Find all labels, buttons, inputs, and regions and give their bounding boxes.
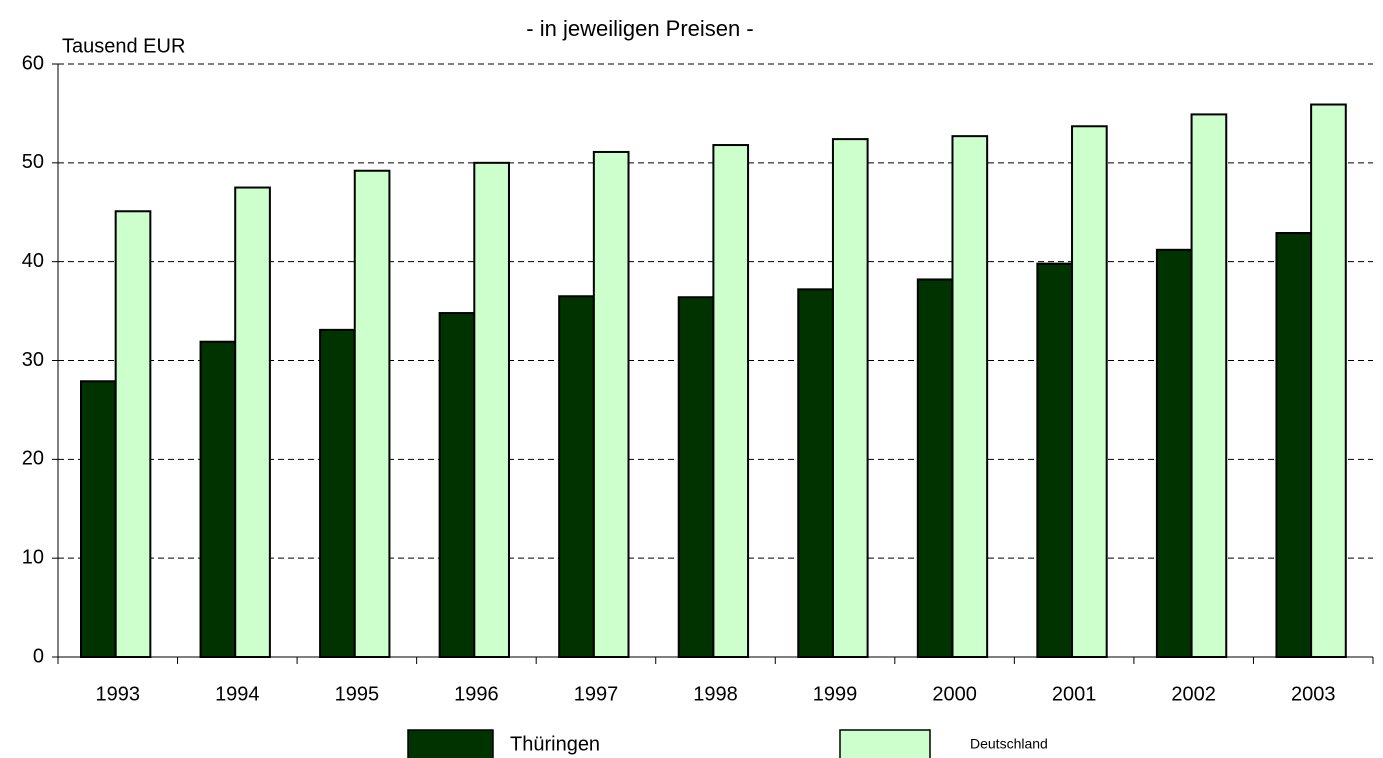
x-tick-label: 2002 xyxy=(1171,683,1216,705)
bar xyxy=(353,169,391,659)
x-tick-label: 1993 xyxy=(96,683,141,705)
bar xyxy=(114,210,152,659)
y-tick-label: 40 xyxy=(22,250,44,272)
bar xyxy=(319,328,356,658)
bar xyxy=(438,312,476,658)
y-tick-label: 10 xyxy=(22,546,44,568)
bar xyxy=(473,161,510,658)
bar xyxy=(592,150,630,658)
bar xyxy=(1155,248,1193,658)
bar xyxy=(712,144,750,658)
legend-label: Thüringen xyxy=(510,733,600,755)
y-tick-label: 0 xyxy=(33,645,44,667)
y-tick-label: 50 xyxy=(22,151,44,173)
bar xyxy=(831,138,869,658)
x-tick-label: 1995 xyxy=(335,683,380,705)
bar xyxy=(80,380,117,658)
bar xyxy=(1036,262,1074,658)
x-tick-label: 2000 xyxy=(932,683,977,705)
x-tick-label: 1999 xyxy=(813,683,858,705)
x-tick-label: 1994 xyxy=(215,683,260,705)
bar xyxy=(951,135,989,659)
bar xyxy=(1190,113,1228,658)
bar xyxy=(677,296,715,658)
x-tick-label: 1996 xyxy=(454,683,499,705)
y-axis-label: Tausend EUR xyxy=(62,35,185,57)
bar xyxy=(1275,232,1313,658)
x-tick-label: 2001 xyxy=(1052,683,1097,705)
bar xyxy=(1310,103,1347,658)
legend-swatch xyxy=(407,729,494,758)
x-tick-label: 2003 xyxy=(1291,683,1336,705)
bar xyxy=(797,288,834,658)
legend-swatch xyxy=(839,729,931,758)
bar xyxy=(558,295,595,658)
x-tick-label: 1997 xyxy=(574,683,619,705)
bar xyxy=(916,278,954,658)
bar xyxy=(234,186,271,659)
x-tick-label: 1998 xyxy=(693,683,738,705)
y-tick-label: 30 xyxy=(22,349,44,371)
bar xyxy=(199,340,237,658)
bar xyxy=(1071,125,1108,658)
y-tick-label: 60 xyxy=(22,52,44,74)
y-tick-label: 20 xyxy=(22,448,44,470)
chart-title: - in jeweiligen Preisen - xyxy=(526,16,753,41)
legend-label: Deutschland xyxy=(970,736,1048,752)
